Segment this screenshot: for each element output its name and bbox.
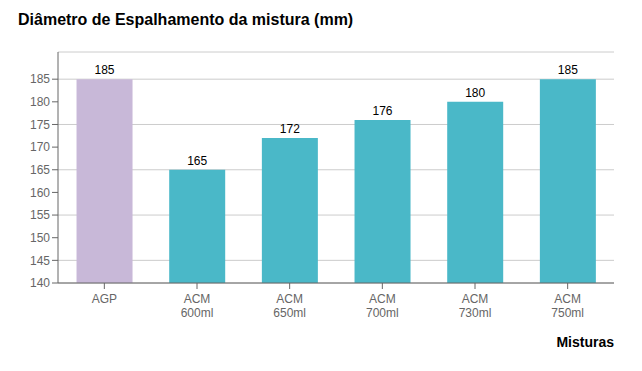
svg-text:180: 180: [465, 86, 485, 100]
svg-text:175: 175: [30, 118, 50, 132]
svg-text:ACM650ml: ACM650ml: [273, 292, 306, 320]
svg-text:185: 185: [558, 63, 578, 77]
svg-text:172: 172: [280, 122, 300, 136]
svg-text:170: 170: [30, 140, 50, 154]
svg-text:180: 180: [30, 95, 50, 109]
svg-text:160: 160: [30, 186, 50, 200]
svg-text:185: 185: [95, 63, 115, 77]
html-text:Misturas: Misturas: [556, 334, 614, 350]
svg-text:ACM700ml: ACM700ml: [366, 292, 399, 320]
svg-text:155: 155: [30, 208, 50, 222]
svg-text:165: 165: [187, 154, 207, 168]
svg-text:140: 140: [30, 276, 50, 290]
svg-text:ACM750ml: ACM750ml: [551, 292, 584, 320]
svg-text:150: 150: [30, 231, 50, 245]
svg-text:185: 185: [30, 72, 50, 86]
svg-text:AGP: AGP: [92, 292, 117, 306]
svg-text:ACM730ml: ACM730ml: [459, 292, 492, 320]
html-text:Diâmetro de Espalhamento da mi: Diâmetro de Espalhamento da mistura (mm): [18, 11, 354, 28]
svg-text:145: 145: [30, 254, 50, 268]
svg-text:ACM600ml: ACM600ml: [181, 292, 214, 320]
svg-text:176: 176: [373, 104, 393, 118]
svg-text:165: 165: [30, 163, 50, 177]
